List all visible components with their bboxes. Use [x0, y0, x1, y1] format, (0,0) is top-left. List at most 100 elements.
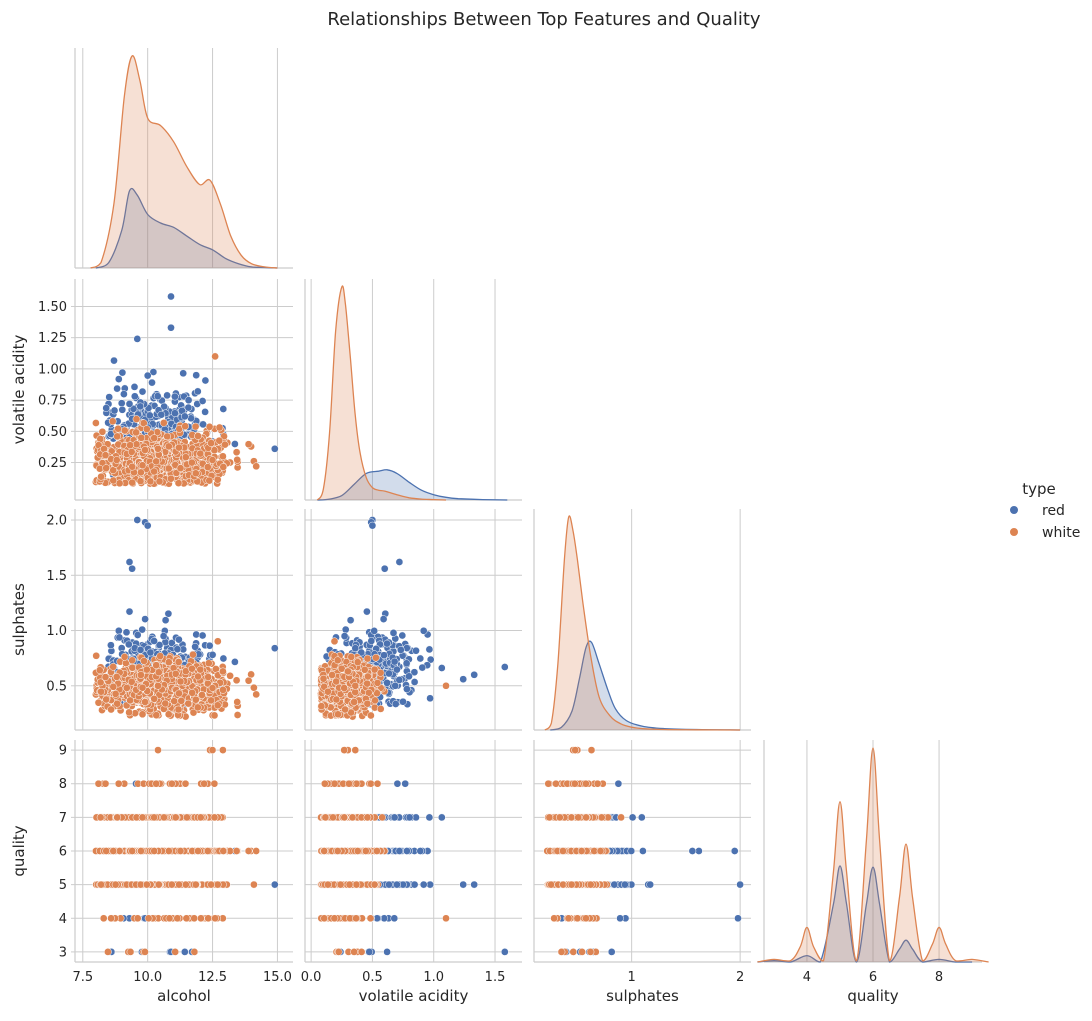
point-white [102, 464, 111, 472]
point-white [114, 424, 122, 433]
point-red [118, 405, 127, 414]
point-red [270, 644, 279, 653]
point-white [92, 651, 101, 660]
point-white [181, 453, 190, 462]
point-white [210, 813, 219, 822]
point-white [350, 698, 358, 706]
point-red [114, 375, 123, 383]
point-red [157, 410, 166, 419]
point-white [250, 683, 258, 692]
point-red [231, 658, 239, 666]
point-red [191, 642, 199, 651]
point-white [97, 687, 105, 696]
point-red [208, 650, 217, 659]
point-red [425, 645, 434, 654]
point-white [213, 701, 222, 710]
point-white [211, 352, 219, 361]
point-white [112, 673, 121, 681]
point-white [163, 432, 172, 441]
point-white [215, 423, 224, 432]
point-white [328, 671, 336, 679]
point-red [125, 607, 134, 616]
point-white [127, 448, 136, 456]
point-white [164, 442, 173, 451]
point-white [168, 779, 176, 788]
point-red [167, 323, 175, 332]
point-white [164, 658, 173, 667]
point-white [190, 914, 199, 923]
point-white [194, 672, 202, 681]
point-white [120, 653, 129, 661]
point-white [250, 880, 258, 889]
point-red [133, 335, 142, 343]
point-white [205, 476, 214, 485]
point-white [99, 914, 108, 923]
point-white [140, 657, 148, 665]
kde-line-red [95, 187, 278, 269]
point-white [164, 710, 173, 719]
point-red [219, 405, 228, 413]
point-white [207, 439, 215, 447]
point-white [152, 711, 161, 720]
point-white [137, 433, 146, 442]
point-white [333, 656, 342, 665]
point-white [194, 432, 202, 440]
point-white [213, 637, 222, 646]
point-white [341, 705, 349, 714]
point-white [244, 440, 253, 449]
scatter-series-white [92, 746, 261, 956]
point-white [109, 466, 118, 475]
point-white [184, 699, 193, 708]
point-white [132, 415, 141, 423]
point-white [92, 419, 100, 427]
point-red [402, 659, 411, 668]
point-white [138, 461, 147, 470]
point-red [341, 625, 350, 634]
point-white [252, 847, 261, 855]
point-white [128, 478, 137, 487]
point-white [142, 425, 151, 433]
point-white [95, 464, 104, 473]
y-tick-label: 0.75 [38, 394, 67, 409]
point-red [122, 628, 131, 637]
point-red [231, 440, 239, 448]
point-white [205, 422, 214, 431]
point-white [174, 658, 183, 666]
point-red [125, 400, 134, 408]
point-white [319, 674, 328, 683]
point-red [110, 406, 119, 415]
point-red [161, 616, 170, 625]
point-white [232, 676, 241, 685]
point-red [193, 387, 202, 396]
point-white [213, 880, 222, 889]
kde-fill-red [95, 188, 278, 268]
point-white [244, 676, 253, 685]
point-white [207, 696, 215, 705]
point-red [125, 558, 134, 566]
point-white [204, 659, 213, 668]
point-red [114, 626, 123, 635]
point-red [270, 880, 279, 889]
point-white [175, 443, 183, 452]
point-white [144, 914, 153, 923]
point-white [196, 665, 205, 674]
point-red [383, 679, 391, 687]
point-red [118, 368, 127, 377]
point-red [379, 615, 388, 623]
point-white [109, 662, 118, 671]
point-white [182, 914, 191, 923]
point-white [171, 669, 180, 678]
point-white [101, 451, 110, 460]
point-red [145, 411, 154, 420]
point-white [108, 417, 117, 426]
point-red [141, 615, 149, 623]
point-red [107, 641, 115, 650]
point-white [176, 677, 185, 686]
point-white [353, 658, 362, 667]
point-white [219, 686, 227, 694]
point-white [150, 434, 159, 442]
point-white [371, 696, 379, 705]
point-white [107, 705, 115, 714]
point-white [210, 779, 219, 788]
point-white [154, 681, 162, 690]
